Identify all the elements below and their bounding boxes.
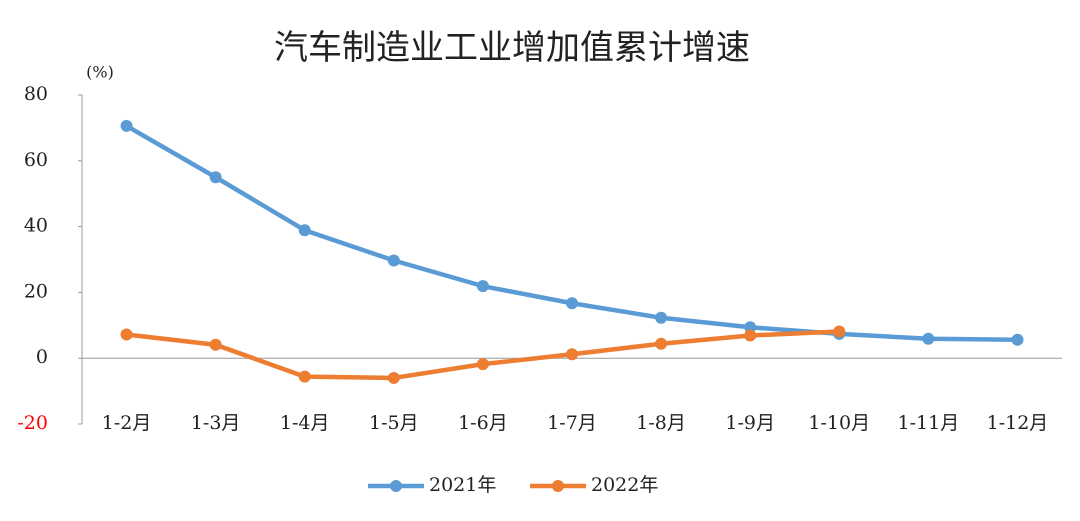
x-tick-label: 1-2月: [102, 412, 152, 434]
y-tick-label: 80: [24, 83, 48, 105]
data-point: [1011, 333, 1024, 346]
y-tick-label: 0: [36, 346, 48, 368]
data-point: [744, 329, 757, 342]
data-point: [120, 119, 133, 132]
data-point: [476, 280, 489, 293]
legend-label: 2022年: [591, 474, 658, 496]
data-point: [120, 328, 133, 341]
data-point: [744, 321, 757, 334]
data-point: [298, 224, 311, 237]
x-tick-label: 1-11月: [898, 412, 960, 434]
data-point: [387, 254, 400, 267]
legend-marker: [552, 480, 564, 492]
x-tick-label: 1-5月: [369, 412, 419, 434]
data-point: [566, 348, 578, 361]
x-tick-label: 1-9月: [725, 412, 775, 434]
x-tick-label: 1-6月: [458, 412, 508, 434]
x-tick-label: 1-12月: [987, 412, 1049, 434]
data-point: [655, 337, 668, 350]
data-point: [922, 332, 935, 345]
x-tick-label: 1-10月: [808, 412, 870, 434]
chart-title: 汽车制造业工业增加值累计增速: [274, 28, 750, 68]
y-axis-label: (%): [86, 63, 114, 82]
y-tick-label: 60: [24, 149, 48, 171]
legend-label: 2021年: [429, 474, 496, 496]
x-tick-label: 1-4月: [280, 412, 330, 434]
y-tick-label: -20: [17, 412, 48, 434]
series-line: [126, 329, 840, 381]
y-tick-label: 40: [24, 215, 48, 237]
data-point: [387, 371, 400, 384]
data-point: [833, 325, 846, 338]
x-tick-label: 1-8月: [636, 412, 686, 434]
data-point: [209, 171, 222, 184]
legend-marker: [390, 480, 402, 492]
x-tick-label: 1-7月: [547, 412, 597, 434]
data-point: [209, 338, 222, 351]
data-point: [298, 370, 311, 383]
data-point: [476, 358, 489, 371]
data-point: [566, 297, 578, 310]
y-tick-label: 20: [24, 280, 48, 302]
x-tick-label: 1-3月: [191, 412, 241, 434]
data-point: [655, 311, 668, 324]
